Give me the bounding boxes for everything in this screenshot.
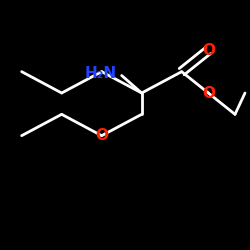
Text: O: O — [202, 86, 215, 100]
Text: H₂N: H₂N — [84, 66, 117, 80]
Text: O: O — [95, 128, 108, 143]
Text: O: O — [202, 43, 215, 58]
